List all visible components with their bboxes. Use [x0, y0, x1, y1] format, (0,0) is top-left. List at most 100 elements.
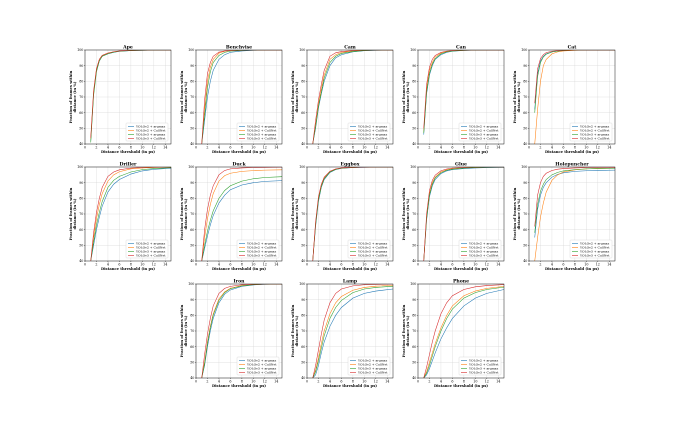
legend-label: YOLOv3 + CullNet: [135, 254, 166, 258]
series-line-1: [90, 167, 171, 261]
y-axis-label-line: distance (in %): [517, 81, 521, 112]
y-axis-label-line: Fraction of frames within: [291, 304, 295, 357]
y-axis-label-line: distance (in %): [406, 315, 410, 346]
y-tick-label: 100: [188, 282, 194, 286]
legend-label: YOLOv2 + argmax: [246, 242, 277, 246]
y-axis-label-line: distance (in %): [73, 198, 77, 229]
x-axis-label: Distance threshold (in px): [434, 267, 488, 271]
y-tick-label: 100: [410, 165, 416, 169]
legend-label: YOLOv3 + argmax: [468, 367, 499, 371]
y-tick-label: 90: [523, 181, 527, 185]
legend-label: YOLOv2 + CullNet: [357, 363, 388, 367]
panel-phone: 0 2 4 6 8 10 12 14 40 50 60 70 80 90 100 Phone Distance …: [402, 278, 505, 388]
y-tick-label: 60: [79, 111, 83, 115]
y-tick-label: 100: [188, 48, 194, 52]
y-tick-label: 50: [79, 243, 83, 247]
y-axis-label: Fraction of frames withindistance (in %): [513, 187, 521, 240]
x-axis-label: Distance threshold (in px): [434, 384, 488, 388]
series-line-4: [312, 284, 393, 378]
legend-label: YOLOv2 + CullNet: [246, 363, 277, 367]
series-group: [312, 284, 393, 378]
x-tick-label: 0: [84, 146, 86, 150]
y-tick-label: 90: [301, 181, 305, 185]
y-tick-label: 60: [412, 228, 416, 232]
x-tick-label: 14: [163, 263, 167, 267]
y-axis-label-line: distance (in %): [184, 315, 188, 346]
legend-box: [569, 239, 613, 259]
y-tick-label: 100: [521, 165, 527, 169]
panel-title: Ape: [122, 44, 133, 50]
x-tick-label: 2: [95, 146, 97, 150]
series-line-4: [201, 50, 282, 144]
x-tick-label: 8: [130, 146, 132, 150]
x-tick-label: 4: [440, 146, 442, 150]
y-tick-label: 40: [79, 259, 83, 263]
x-tick-label: 6: [451, 146, 453, 150]
x-tick-label: 0: [195, 263, 197, 267]
series-line-4: [90, 167, 171, 261]
y-tick-label: 80: [79, 79, 83, 83]
x-tick-label: 8: [130, 263, 132, 267]
series-group: [90, 167, 171, 261]
series-line-3: [534, 167, 615, 233]
x-tick-label: 12: [152, 146, 156, 150]
y-tick-label: 100: [299, 165, 305, 169]
legend-label: YOLOv2 + argmax: [357, 242, 388, 246]
x-tick-label: 8: [463, 146, 465, 150]
legend-label: YOLOv3 + argmax: [579, 250, 610, 254]
x-tick-label: 12: [152, 263, 156, 267]
legend-box: [569, 122, 613, 142]
x-axis-label: Distance threshold (in px): [101, 267, 155, 271]
legend-box: [125, 122, 169, 142]
y-tick-label: 90: [190, 298, 194, 302]
x-axis-label: Distance threshold (in px): [212, 384, 266, 388]
series-line-2: [201, 50, 282, 144]
x-tick-label: 12: [374, 380, 378, 384]
y-tick-label: 40: [301, 376, 305, 380]
series-line-3: [312, 50, 393, 144]
y-tick-label: 100: [77, 48, 83, 52]
x-tick-label: 10: [251, 380, 255, 384]
x-tick-label: 0: [417, 263, 419, 267]
legend-label: YOLOv2 + argmax: [246, 359, 277, 363]
series-group: [534, 167, 615, 261]
x-tick-label: 14: [274, 380, 278, 384]
panel-duck: 0 2 4 6 8 10 12 14 40 50 60 70 80 90 100 Duck Distance t…: [180, 161, 283, 271]
y-tick-label: 60: [523, 111, 527, 115]
legend-box: [458, 239, 502, 259]
y-axis-label-line: distance (in %): [73, 81, 77, 112]
legend-label: YOLOv3 + CullNet: [468, 137, 499, 141]
y-tick-label: 50: [412, 243, 416, 247]
y-axis-label-line: Fraction of frames within: [402, 304, 406, 357]
legend-label: YOLOv2 + argmax: [357, 125, 388, 129]
legend-label: YOLOv2 + CullNet: [135, 129, 166, 133]
x-tick-label: 6: [118, 263, 120, 267]
series-group: [201, 284, 282, 378]
x-tick-label: 14: [607, 263, 611, 267]
x-tick-label: 4: [218, 146, 220, 150]
y-tick-label: 50: [523, 243, 527, 247]
x-tick-label: 6: [562, 263, 564, 267]
x-tick-label: 0: [306, 380, 308, 384]
y-tick-label: 90: [412, 298, 416, 302]
legend-label: YOLOv3 + CullNet: [357, 137, 388, 141]
panel-title: Eggbox: [341, 161, 360, 167]
y-tick-label: 40: [412, 376, 416, 380]
y-tick-label: 90: [190, 181, 194, 185]
y-tick-label: 60: [412, 345, 416, 349]
x-tick-label: 4: [551, 146, 553, 150]
x-tick-label: 0: [195, 380, 197, 384]
y-tick-label: 40: [190, 142, 194, 146]
series-line-1: [201, 180, 282, 261]
series-line-3: [423, 167, 504, 261]
y-tick-label: 50: [301, 243, 305, 247]
x-tick-label: 4: [329, 380, 331, 384]
x-axis-label: Distance threshold (in px): [101, 150, 155, 154]
legend-label: YOLOv3 + CullNet: [357, 254, 388, 258]
x-tick-label: 12: [596, 263, 600, 267]
x-axis-label: Distance threshold (in px): [323, 150, 377, 154]
legend-label: YOLOv2 + argmax: [579, 242, 610, 246]
series-line-4: [534, 50, 615, 104]
legend-box: [236, 122, 280, 142]
